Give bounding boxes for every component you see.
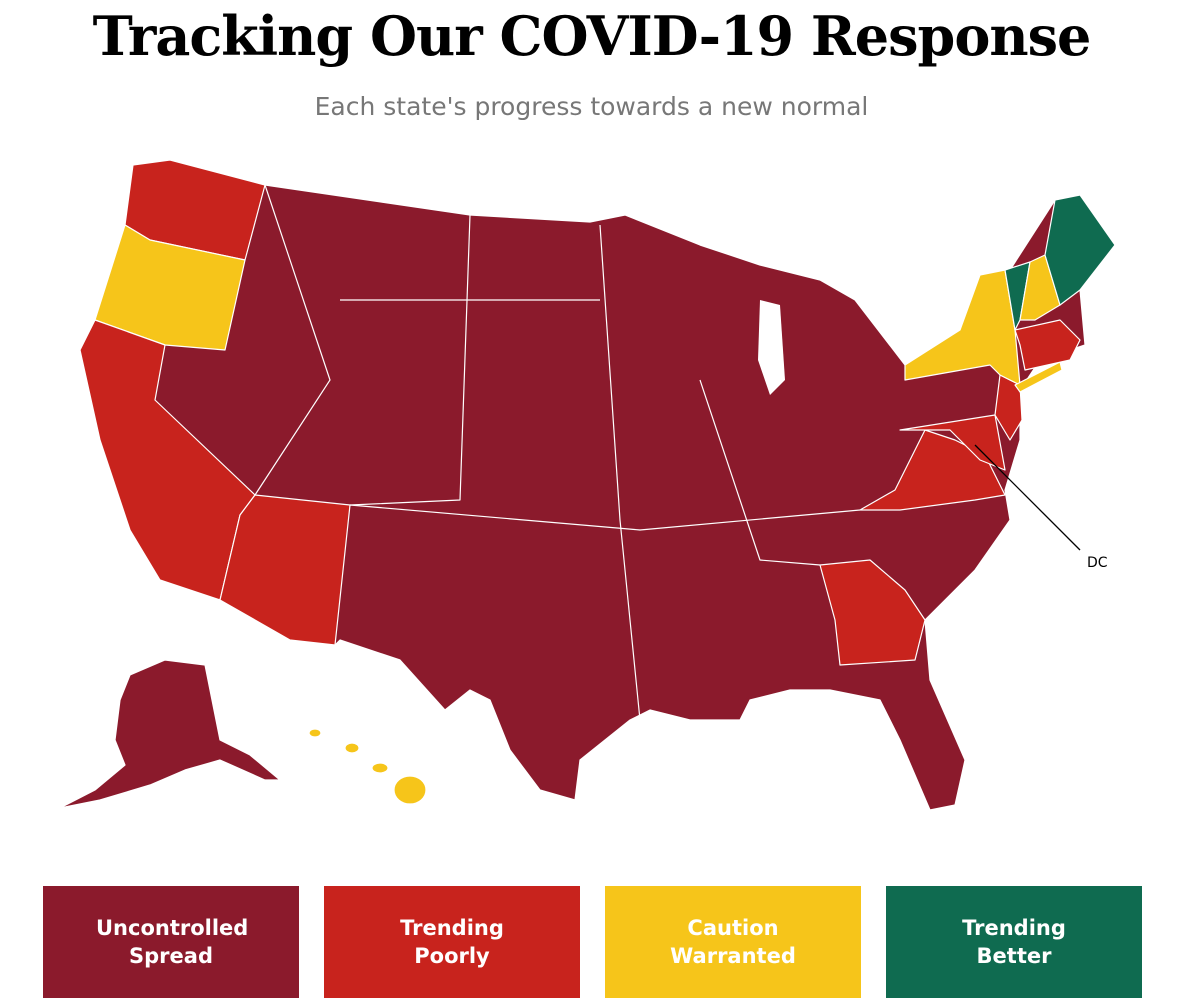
border (349, 214, 471, 506)
state (1014, 319, 1081, 371)
border (699, 379, 821, 566)
us-map: DC (59, 159, 1116, 811)
dc-label: DC (1087, 555, 1108, 571)
legend-label: Trending Better (962, 916, 1066, 968)
legend-item: Caution Warranted (605, 886, 861, 998)
state (219, 494, 351, 646)
legend-item: Trending Poorly (324, 886, 580, 998)
state (1019, 254, 1061, 321)
state (819, 559, 926, 666)
border (349, 504, 861, 531)
state (393, 775, 427, 805)
dc-leader (974, 444, 1081, 551)
state (371, 762, 389, 774)
state (899, 414, 1006, 471)
border (599, 224, 641, 721)
state (59, 659, 281, 809)
lake (758, 300, 785, 395)
legend-item: Trending Better (886, 886, 1142, 998)
state (344, 742, 360, 754)
state (308, 728, 322, 738)
border (254, 184, 331, 496)
state (1014, 361, 1063, 393)
state (904, 269, 1021, 386)
state (1044, 194, 1116, 306)
state (94, 224, 246, 351)
legend-item: Uncontrolled Spread (43, 886, 299, 998)
title: Tracking Our COVID-19 Response (92, 4, 1092, 68)
legend-label: Uncontrolled Spread (96, 916, 249, 968)
legend-label: Trending Poorly (400, 916, 504, 968)
subtitle: Each state's progress towards a new norm… (314, 92, 869, 121)
legend-label: Caution Warranted (670, 916, 796, 968)
